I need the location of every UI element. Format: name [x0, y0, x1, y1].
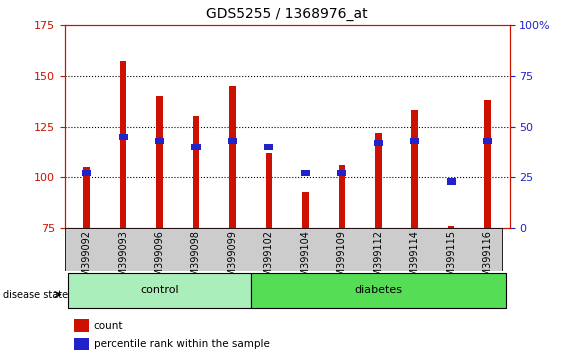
Bar [410, 138, 419, 144]
Bar [266, 153, 272, 228]
Bar [337, 170, 346, 176]
Bar [74, 319, 89, 332]
Bar [229, 86, 236, 228]
Text: GSM399098: GSM399098 [191, 230, 201, 289]
Bar [120, 62, 126, 228]
Text: diabetes: diabetes [354, 285, 403, 295]
Title: GDS5255 / 1368976_at: GDS5255 / 1368976_at [206, 7, 368, 21]
Text: GSM399093: GSM399093 [118, 230, 128, 289]
Bar [82, 170, 91, 176]
Bar [119, 134, 128, 140]
Bar [155, 138, 164, 144]
Text: GSM399115: GSM399115 [446, 230, 456, 290]
Text: GSM399102: GSM399102 [264, 230, 274, 290]
Text: control: control [140, 285, 179, 295]
Bar [302, 192, 309, 228]
Bar [301, 170, 310, 176]
Text: GSM399109: GSM399109 [337, 230, 347, 289]
Text: GSM399116: GSM399116 [482, 230, 493, 289]
Bar [251, 273, 506, 308]
Bar [446, 178, 455, 184]
Text: GSM399114: GSM399114 [410, 230, 420, 289]
Text: GSM399112: GSM399112 [373, 230, 383, 290]
Text: percentile rank within the sample: percentile rank within the sample [93, 339, 270, 349]
Text: count: count [93, 320, 123, 331]
Bar [375, 133, 382, 228]
Bar [228, 138, 237, 144]
Bar [265, 144, 274, 150]
Text: GSM399104: GSM399104 [300, 230, 310, 289]
Bar [193, 116, 199, 228]
Text: GSM399092: GSM399092 [82, 230, 92, 290]
Bar [483, 138, 492, 144]
Bar [74, 338, 89, 350]
Text: GSM399099: GSM399099 [227, 230, 238, 289]
Bar [68, 273, 251, 308]
Bar [374, 140, 383, 146]
Bar [191, 144, 200, 150]
Bar [484, 100, 491, 228]
Bar [83, 167, 90, 228]
Bar [448, 226, 454, 228]
Bar [338, 165, 345, 228]
Text: GSM399096: GSM399096 [154, 230, 164, 289]
Bar [157, 96, 163, 228]
Text: disease state: disease state [3, 290, 68, 299]
Bar [412, 110, 418, 228]
